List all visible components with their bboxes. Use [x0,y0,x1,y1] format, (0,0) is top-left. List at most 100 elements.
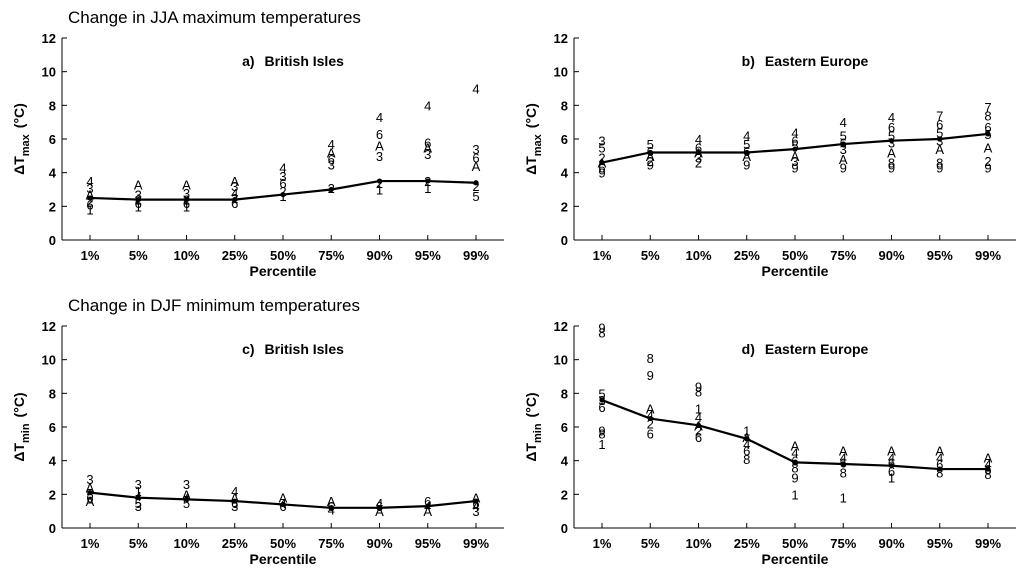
y-tick-label: 2 [49,487,56,502]
member-label: 6 [647,427,654,442]
member-label: 6 [936,457,943,472]
member-label: 8 [936,156,943,171]
member-label: 3 [472,142,479,157]
member-label: A [791,439,800,454]
member-label: 8 [984,108,991,123]
member-label: 1 [424,181,431,196]
mean-point [87,195,93,201]
member-label: 6 [183,196,190,211]
chart-panel-c: 0 2 4 6 8 10 12 1% 5% 10% 25% 50% 75% 90% 95% 99% Percen… [11,319,504,567]
member-label: 1 [183,199,190,214]
member-label: A [327,145,336,160]
mean-point [744,436,750,442]
mean-point [792,459,798,465]
panel-title: c) British Isles [242,341,344,357]
y-tick-label: 12 [554,319,568,334]
member-label: 9 [647,157,654,172]
member-label: A [646,149,655,164]
mean-point [473,498,479,504]
x-tick-label: 10% [685,248,711,263]
member-label: 4 [231,186,238,201]
member-label: A [984,450,993,465]
member-label: 3 [279,169,286,184]
y-tick-label: 12 [42,31,56,46]
member-label: 1 [135,484,142,499]
member-label: 3 [695,151,702,166]
x-tick-label: 75% [318,536,344,551]
y-tick-label: 0 [561,233,568,248]
member-label: 3 [183,186,190,201]
x-tick-label: 99% [975,248,1001,263]
member-label: 9 [888,161,895,176]
y-tick-label: 8 [561,386,568,401]
y-tick-label: 8 [49,386,56,401]
member-label: 6 [936,117,943,132]
member-label: 6 [888,455,895,470]
member-label: 3 [135,477,142,492]
member-label: 4 [888,110,895,125]
member-label: 4 [743,437,750,452]
y-tick-label: 6 [561,420,568,435]
member-label: 5 [743,137,750,152]
member-label: A [230,491,239,506]
member-label: 1 [888,471,895,486]
y-tick-label: 0 [561,521,568,536]
member-label: 6 [598,400,605,415]
member-label: 6 [279,176,286,191]
y-tick-label: 10 [42,353,56,368]
member-label: 2 [695,423,702,438]
mean-point [599,159,605,166]
member-label: 6 [231,196,238,211]
mean-point [647,415,653,422]
x-tick-label: 25% [734,248,760,263]
x-tick-label: 90% [878,248,904,263]
member-label: 3 [328,157,335,172]
x-tick-label: 50% [782,536,808,551]
x-tick-label: 95% [415,536,441,551]
section-title-djf: Change in DJF minimum temperatures [68,296,360,315]
y-tick-label: 12 [554,31,568,46]
member-label: 3 [791,154,798,169]
x-tick-label: 99% [975,536,1001,551]
member-label: 5 [183,496,190,511]
member-label: 6 [328,152,335,167]
member-label: 4 [840,450,847,465]
x-tick-label: 1% [81,248,100,263]
member-label: 4 [695,132,702,147]
member-label: A [423,140,432,155]
member-label: 8 [984,467,991,482]
member-label: 6 [472,151,479,166]
member-label: 4 [647,408,654,423]
mean-point [840,461,846,467]
x-tick-label: 75% [318,248,344,263]
member-label: 5 [598,140,605,155]
x-tick-label: 10% [685,536,711,551]
member-label: 5 [472,189,479,204]
mean-point [792,146,798,152]
member-label: 1 [135,199,142,214]
member-label: 9 [598,321,605,336]
member-label: A [887,145,896,160]
mean-point [695,422,702,428]
x-tick-label: 10% [173,536,199,551]
mean-point [232,498,238,504]
member-label: A [375,504,384,519]
member-label: 5 [888,129,895,144]
member-label: 3 [231,179,238,194]
x-tick-label: 90% [366,248,392,263]
member-label: 3 [376,149,383,164]
member-label: 5 [936,125,943,140]
member-label: A [839,152,848,167]
y-tick-label: 6 [49,132,56,147]
member-label: 4 [936,450,943,465]
member-label: 3 [86,472,93,487]
x-tick-label: 25% [734,536,760,551]
x-tick-label: 1% [593,248,612,263]
member-label: 9 [791,161,798,176]
x-axis-title: Percentile [250,263,317,279]
member-label: 2 [598,151,605,166]
mean-point [425,503,431,509]
member-label: 9 [936,161,943,176]
x-tick-label: 5% [129,536,148,551]
member-label: 4 [791,125,798,140]
